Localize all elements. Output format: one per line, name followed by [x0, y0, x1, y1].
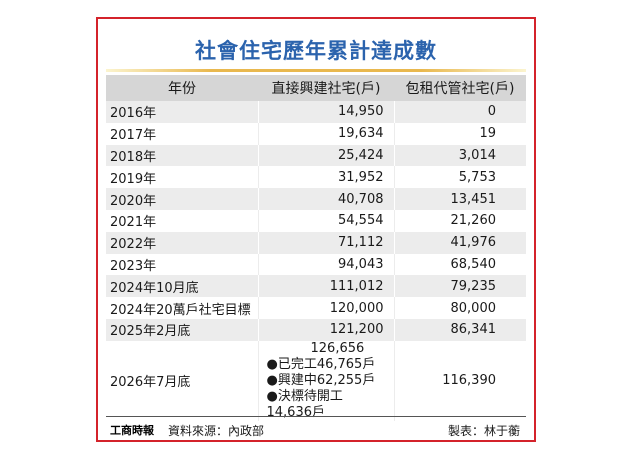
- table-row-2026: 2026年7月底 126,656 ●已完工46,765戶 ●興建中62,255戶…: [106, 340, 526, 421]
- cell-year: 2026年7月底: [106, 340, 258, 421]
- cell-year: 2025年2月底: [106, 318, 258, 341]
- cell-direct: 54,554: [257, 209, 394, 232]
- cell-year: 2023年: [106, 253, 258, 276]
- table-row: 2023年 94,043 68,540: [106, 253, 526, 276]
- table-row: 2020年 40,708 13,451: [106, 188, 526, 210]
- table-row: 2022年 71,112 41,976: [106, 231, 526, 254]
- cell-rental: 41,976: [393, 231, 526, 254]
- table-row: 2016年 14,950 0: [106, 101, 526, 123]
- title-underline: [106, 69, 526, 72]
- column-header-year: 年份: [106, 75, 258, 101]
- cell-direct: 31,952: [257, 166, 394, 189]
- cell-year: 2020年: [106, 188, 258, 210]
- cell-year: 2019年: [106, 166, 258, 189]
- table-body: 2016年 14,950 0 2017年 19,634 19 2018年 25,424 3,01…: [106, 101, 526, 421]
- table-header-row: 年份 直接興建社宅(戶) 包租代管社宅(戶): [106, 75, 526, 101]
- cell-year: 2017年: [106, 122, 258, 145]
- data-table: 年份 直接興建社宅(戶) 包租代管社宅(戶) 2016年 14,950 0 2017年…: [106, 75, 526, 421]
- cell-rental: 21,260: [393, 209, 526, 232]
- cell-year: 2024年10月底: [106, 275, 258, 298]
- column-header-rental: 包租代管社宅(戶): [394, 75, 526, 101]
- cell-year: 2018年: [106, 144, 258, 167]
- table-row: 2025年2月底 121,200 86,341: [106, 318, 526, 341]
- cell-direct: 14,950: [257, 101, 394, 123]
- cell-direct: 71,112: [257, 231, 394, 254]
- cell-rental: 79,235: [393, 275, 526, 298]
- table-row: 2021年 54,554 21,260: [106, 209, 526, 232]
- publisher-logo: 工商時報: [110, 424, 154, 437]
- cell-direct-detail: 126,656 ●已完工46,765戶 ●興建中62,255戶 ●決標待開工14…: [257, 340, 394, 421]
- cell-direct: 25,424: [257, 144, 394, 167]
- table-row: 2024年20萬戶社宅目標 120,000 80,000: [106, 297, 526, 319]
- column-header-direct: 直接興建社宅(戶): [258, 75, 394, 101]
- cell-direct: 94,043: [257, 253, 394, 276]
- cell-rental: 19: [393, 122, 526, 145]
- cell-direct: 120,000: [257, 297, 394, 319]
- cell-direct: 111,012: [257, 275, 394, 298]
- cell-rental: 5,753: [393, 166, 526, 189]
- table-row: 2018年 25,424 3,014: [106, 144, 526, 167]
- cell-rental: 68,540: [393, 253, 526, 276]
- cell-rental: 86,341: [393, 318, 526, 341]
- infographic-card: 社會住宅歷年累計達成數 年份 直接興建社宅(戶) 包租代管社宅(戶) 2016年…: [96, 17, 536, 442]
- cell-direct: 40,708: [257, 188, 394, 210]
- table-credit: 製表：林于蘅: [447, 424, 520, 438]
- table-row: 2024年10月底 111,012 79,235: [106, 275, 526, 298]
- detail-completed: ●已完工46,765戶: [266, 356, 376, 372]
- cell-rental: 80,000: [393, 297, 526, 319]
- cell-direct: 121,200: [257, 318, 394, 341]
- cell-year: 2016年: [106, 101, 258, 123]
- chart-title: 社會住宅歷年累計達成數: [195, 39, 437, 63]
- cell-rental: 3,014: [393, 144, 526, 167]
- table-row: 2019年 31,952 5,753: [106, 166, 526, 189]
- cell-year: 2024年20萬戶社宅目標: [106, 297, 258, 319]
- cell-year: 2022年: [106, 231, 258, 254]
- data-source: 資料來源：內政部: [168, 424, 265, 438]
- direct-detail-block: 126,656 ●已完工46,765戶 ●興建中62,255戶 ●決標待開工14…: [267, 341, 384, 421]
- cell-rental: 13,451: [393, 188, 526, 210]
- table-row: 2017年 19,634 19: [106, 122, 526, 145]
- footer: 工商時報 資料來源：內政部 製表：林于蘅: [106, 416, 526, 439]
- detail-under-construction: ●興建中62,255戶: [266, 372, 376, 388]
- direct-total-value: 126,656: [310, 340, 365, 356]
- cell-year: 2021年: [106, 209, 258, 232]
- cell-direct: 19,634: [257, 122, 394, 145]
- cell-rental: 116,390: [393, 340, 526, 421]
- cell-rental: 0: [393, 101, 526, 123]
